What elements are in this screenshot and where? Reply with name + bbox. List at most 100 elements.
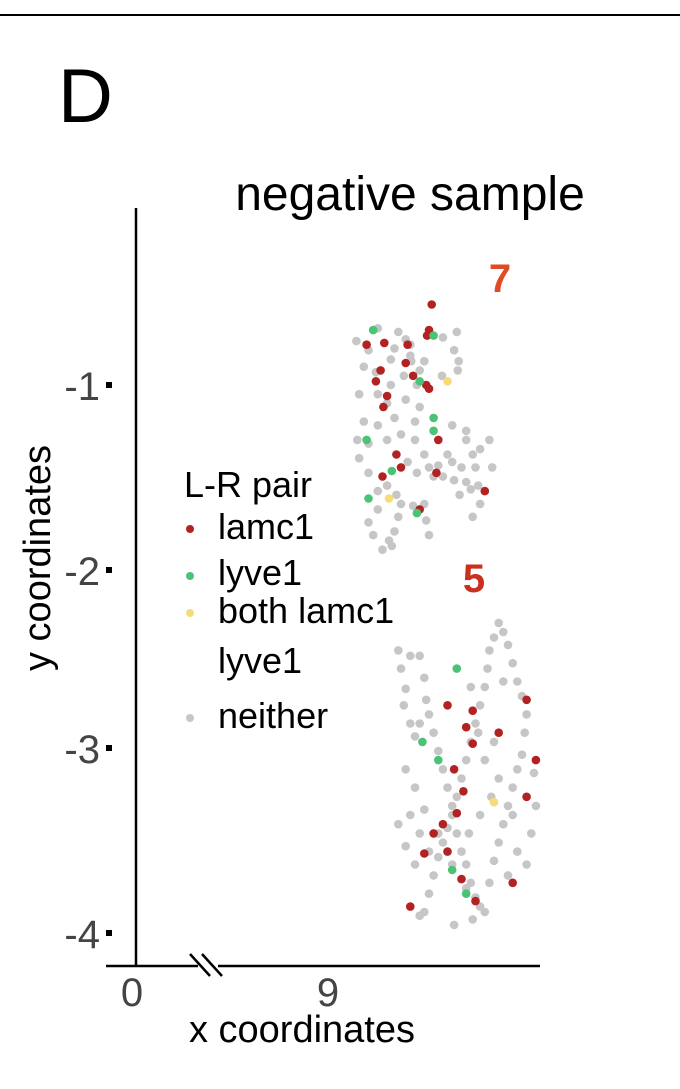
data-point-neither bbox=[443, 450, 452, 459]
data-point-neither bbox=[489, 856, 499, 866]
data-point-neither bbox=[401, 765, 411, 774]
data-point-lamc1 bbox=[434, 435, 443, 445]
data-point-neither bbox=[455, 490, 464, 500]
data-point-neither bbox=[364, 468, 373, 478]
data-point-neither bbox=[434, 461, 443, 470]
cluster-label-5: 5 bbox=[463, 557, 485, 601]
data-point-neither bbox=[461, 435, 471, 445]
data-point-neither bbox=[420, 356, 429, 366]
data-point-neither bbox=[438, 333, 448, 342]
data-point-neither bbox=[475, 444, 485, 454]
data-point-neither bbox=[468, 512, 478, 522]
data-point-neither bbox=[415, 911, 425, 920]
data-point-neither bbox=[513, 765, 522, 774]
data-point-neither bbox=[412, 468, 422, 478]
data-point-neither bbox=[489, 633, 499, 642]
data-point-lyve1 bbox=[364, 494, 373, 503]
data-point-lamc1 bbox=[459, 787, 468, 796]
cluster-label-7: 7 bbox=[489, 257, 511, 301]
data-point-neither bbox=[359, 417, 369, 426]
data-point-neither bbox=[408, 501, 418, 511]
data-point-lamc1 bbox=[468, 706, 478, 715]
data-point-neither bbox=[387, 541, 397, 551]
data-point-neither bbox=[415, 651, 425, 661]
data-point-neither bbox=[494, 838, 504, 847]
data-point-lamc1 bbox=[443, 701, 452, 710]
data-point-neither bbox=[499, 627, 508, 637]
data-point-lamc1 bbox=[471, 896, 480, 906]
data-point-neither bbox=[452, 829, 462, 838]
data-point-neither bbox=[438, 472, 448, 481]
data-point-lyve1 bbox=[412, 508, 422, 518]
data-point-lyve1 bbox=[429, 331, 438, 340]
data-point-neither bbox=[499, 819, 508, 829]
data-point-neither bbox=[452, 327, 462, 337]
data-point-lamc1 bbox=[401, 358, 411, 368]
data-point-neither bbox=[394, 512, 403, 522]
y-tick-label: -4 bbox=[64, 913, 100, 957]
data-point-neither bbox=[473, 481, 483, 490]
data-point-neither bbox=[392, 490, 401, 500]
data-point-lamc1 bbox=[420, 849, 429, 858]
data-point-neither bbox=[424, 463, 434, 472]
data-point-neither bbox=[410, 435, 420, 445]
y-tick-label: -1 bbox=[64, 365, 100, 409]
y-tick-mark bbox=[106, 567, 112, 573]
data-point-neither bbox=[394, 327, 403, 337]
data-point-lyve1 bbox=[434, 755, 443, 765]
data-point-neither bbox=[352, 336, 361, 346]
data-point-lyve1 bbox=[429, 413, 438, 423]
data-point-neither bbox=[473, 728, 483, 737]
data-point-neither bbox=[508, 810, 517, 820]
data-point-neither bbox=[466, 682, 476, 692]
data-point-lamc1 bbox=[494, 728, 504, 737]
data-point-lamc1 bbox=[468, 739, 478, 748]
data-point-neither bbox=[485, 646, 494, 655]
data-point-neither bbox=[434, 852, 443, 862]
data-point-neither bbox=[373, 505, 383, 514]
chart-title: negative sample bbox=[235, 168, 585, 221]
data-point-neither bbox=[401, 684, 411, 694]
data-point-neither bbox=[438, 765, 448, 774]
data-point-lamc1 bbox=[427, 300, 437, 309]
data-point-neither bbox=[480, 907, 490, 917]
x-axis-label: x coordinates bbox=[189, 1009, 415, 1051]
data-point-neither bbox=[454, 356, 464, 366]
legend-swatch-both bbox=[186, 609, 194, 617]
data-point-neither bbox=[513, 847, 522, 856]
data-point-neither bbox=[452, 792, 462, 802]
data-point-neither bbox=[415, 829, 425, 838]
data-point-lamc1 bbox=[429, 829, 438, 838]
data-point-neither bbox=[487, 463, 497, 472]
data-point-neither bbox=[390, 527, 399, 536]
data-point-neither bbox=[480, 755, 490, 765]
data-point-neither bbox=[475, 499, 485, 509]
legend-label-neither: neither bbox=[218, 695, 328, 736]
panel-letter: D bbox=[58, 54, 113, 139]
data-point-neither bbox=[437, 371, 447, 381]
data-point-neither bbox=[475, 810, 485, 820]
data-point-neither bbox=[471, 463, 480, 472]
data-point-neither bbox=[485, 435, 494, 445]
data-point-neither bbox=[513, 677, 522, 686]
data-point-lamc1 bbox=[424, 384, 434, 394]
data-point-neither bbox=[520, 728, 529, 737]
data-point-neither bbox=[410, 860, 420, 869]
data-point-neither bbox=[508, 658, 517, 668]
data-point-lyve1 bbox=[447, 865, 457, 875]
data-point-neither bbox=[368, 530, 378, 540]
data-point-neither bbox=[396, 664, 406, 673]
data-point-neither bbox=[415, 402, 425, 412]
data-point-neither bbox=[447, 421, 457, 430]
legend-swatch-neither bbox=[186, 714, 194, 722]
data-point-neither bbox=[420, 805, 429, 814]
data-point-lyve1 bbox=[418, 737, 427, 747]
data-point-neither bbox=[410, 732, 420, 741]
x-tick-label: 0 bbox=[121, 971, 143, 1015]
data-point-neither bbox=[354, 389, 364, 399]
data-point-neither bbox=[503, 871, 513, 880]
data-point-neither bbox=[424, 530, 434, 540]
data-point-lamc1 bbox=[438, 819, 448, 829]
data-point-lyve1 bbox=[452, 664, 462, 673]
y-tick-mark bbox=[106, 382, 112, 388]
